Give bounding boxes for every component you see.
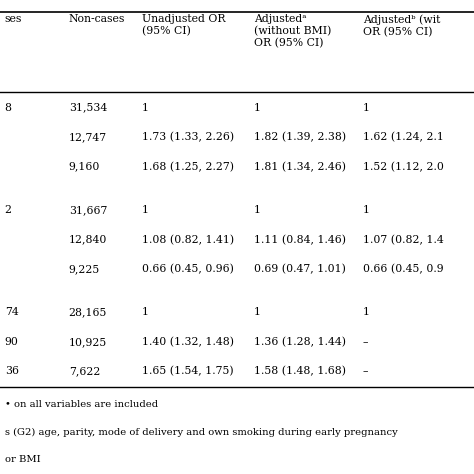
Text: ses: ses: [5, 14, 22, 24]
Text: 9,160: 9,160: [69, 162, 100, 172]
Text: 1: 1: [142, 205, 149, 215]
Text: 1.81 (1.34, 2.46): 1.81 (1.34, 2.46): [254, 162, 346, 172]
Text: 12,747: 12,747: [69, 132, 107, 142]
Text: 12,840: 12,840: [69, 235, 107, 245]
Text: 0.66 (0.45, 0.9: 0.66 (0.45, 0.9: [363, 264, 443, 274]
Text: 1.65 (1.54, 1.75): 1.65 (1.54, 1.75): [142, 366, 234, 377]
Text: Adjustedᵇ (wit
OR (95% CI): Adjustedᵇ (wit OR (95% CI): [363, 14, 440, 37]
Text: 1.62 (1.24, 2.1: 1.62 (1.24, 2.1: [363, 132, 444, 143]
Text: 1: 1: [254, 308, 261, 318]
Text: 1: 1: [254, 205, 261, 215]
Text: 1.11 (0.84, 1.46): 1.11 (0.84, 1.46): [254, 235, 346, 245]
Text: 2: 2: [5, 205, 12, 215]
Text: 1.07 (0.82, 1.4: 1.07 (0.82, 1.4: [363, 235, 443, 245]
Text: 0.66 (0.45, 0.96): 0.66 (0.45, 0.96): [142, 264, 234, 274]
Text: • on all variables are included: • on all variables are included: [5, 400, 158, 409]
Text: 1: 1: [142, 103, 149, 113]
Text: 1.36 (1.28, 1.44): 1.36 (1.28, 1.44): [254, 337, 346, 347]
Text: 1: 1: [363, 205, 370, 215]
Text: 1.73 (1.33, 2.26): 1.73 (1.33, 2.26): [142, 132, 234, 143]
Text: 1.68 (1.25, 2.27): 1.68 (1.25, 2.27): [142, 162, 234, 172]
Text: 1.58 (1.48, 1.68): 1.58 (1.48, 1.68): [254, 366, 346, 377]
Text: 1: 1: [363, 308, 370, 318]
Text: 1: 1: [254, 103, 261, 113]
Text: 1.52 (1.12, 2.0: 1.52 (1.12, 2.0: [363, 162, 444, 172]
Text: 90: 90: [5, 337, 18, 347]
Text: 1.82 (1.39, 2.38): 1.82 (1.39, 2.38): [254, 132, 346, 143]
Text: 1: 1: [142, 308, 149, 318]
Text: 1.08 (0.82, 1.41): 1.08 (0.82, 1.41): [142, 235, 234, 245]
Text: 8: 8: [5, 103, 12, 113]
Text: –: –: [363, 337, 368, 347]
Text: 9,225: 9,225: [69, 264, 100, 274]
Text: 36: 36: [5, 366, 19, 376]
Text: Adjustedᵃ
(without BMI)
OR (95% CI): Adjustedᵃ (without BMI) OR (95% CI): [254, 14, 331, 48]
Text: Unadjusted OR
(95% CI): Unadjusted OR (95% CI): [142, 14, 226, 36]
Text: 74: 74: [5, 308, 18, 318]
Text: or BMI: or BMI: [5, 455, 40, 464]
Text: Non-cases: Non-cases: [69, 14, 125, 24]
Text: 31,534: 31,534: [69, 103, 107, 113]
Text: 28,165: 28,165: [69, 308, 107, 318]
Text: 0.69 (0.47, 1.01): 0.69 (0.47, 1.01): [254, 264, 346, 274]
Text: –: –: [363, 366, 368, 376]
Text: 7,622: 7,622: [69, 366, 100, 376]
Text: 1: 1: [363, 103, 370, 113]
Text: 10,925: 10,925: [69, 337, 107, 347]
Text: s (G2) age, parity, mode of delivery and own smoking during early pregnancy: s (G2) age, parity, mode of delivery and…: [5, 428, 398, 437]
Text: 1.40 (1.32, 1.48): 1.40 (1.32, 1.48): [142, 337, 234, 347]
Text: 31,667: 31,667: [69, 205, 107, 215]
